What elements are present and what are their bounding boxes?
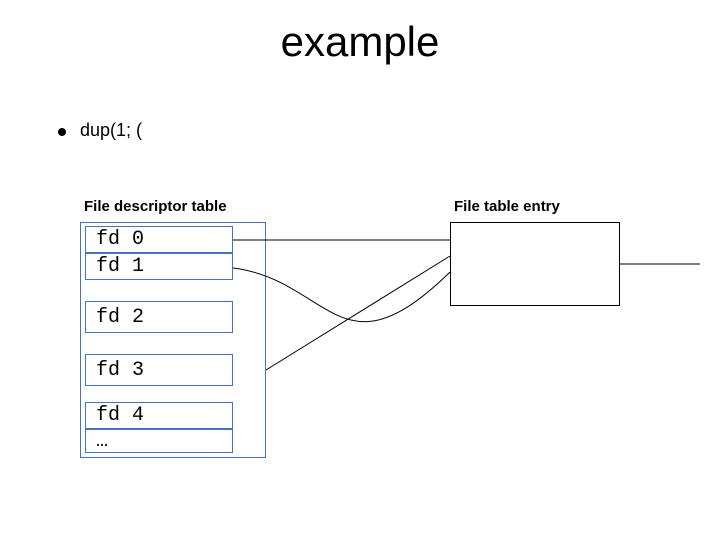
slide-title: example bbox=[0, 18, 720, 66]
fd-cell: fd 0 bbox=[85, 226, 233, 253]
file-table-entry-box bbox=[450, 222, 620, 306]
fd-table-label: File descriptor table bbox=[84, 198, 227, 215]
fd-cell: … bbox=[85, 429, 233, 453]
bullet-text: dup(1; ( bbox=[80, 120, 142, 141]
bullet-dot bbox=[58, 128, 66, 136]
fd-cell: fd 2 bbox=[85, 301, 233, 333]
file-entry-label: File table entry bbox=[454, 198, 560, 215]
fd-cell: fd 1 bbox=[85, 253, 233, 280]
fd-cell: fd 3 bbox=[85, 354, 233, 386]
fd-cell: fd 4 bbox=[85, 402, 233, 429]
